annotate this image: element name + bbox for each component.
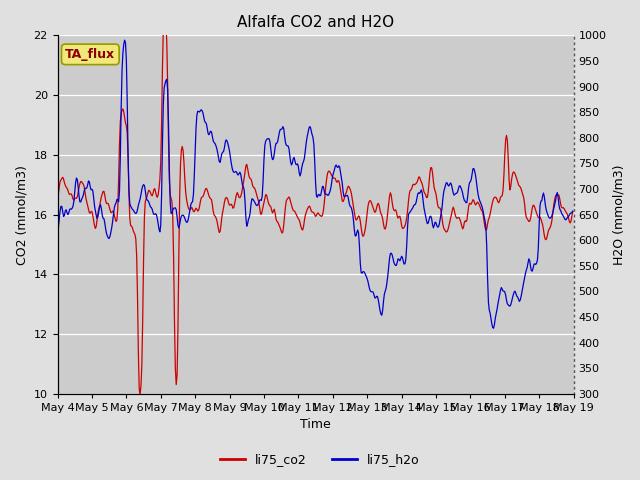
X-axis label: Time: Time bbox=[300, 419, 331, 432]
Legend: li75_co2, li75_h2o: li75_co2, li75_h2o bbox=[215, 448, 425, 471]
Y-axis label: CO2 (mmol/m3): CO2 (mmol/m3) bbox=[15, 165, 28, 264]
Text: TA_flux: TA_flux bbox=[65, 48, 115, 61]
Title: Alfalfa CO2 and H2O: Alfalfa CO2 and H2O bbox=[237, 15, 394, 30]
Y-axis label: H2O (mmol/m3): H2O (mmol/m3) bbox=[612, 164, 625, 265]
